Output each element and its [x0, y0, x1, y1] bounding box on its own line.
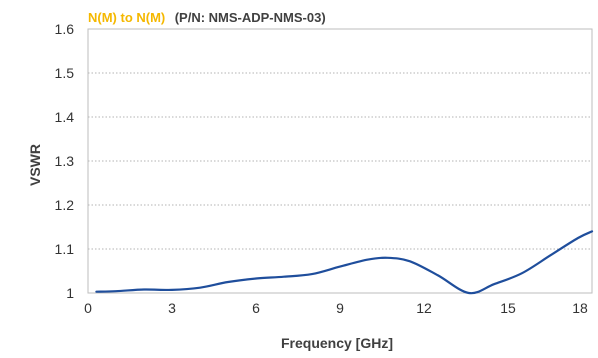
y-tick-label: 1.5: [55, 65, 75, 81]
plot-area: [87, 28, 593, 294]
x-tick-label: 9: [336, 300, 344, 316]
chart-title-part-number: (P/N: NMS-ADP-NMS-03): [175, 10, 326, 25]
vswr-series-line: [95, 230, 594, 295]
y-tick-label: 1.3: [55, 153, 75, 169]
chart-title-connector: N(M) to N(M): [88, 10, 165, 25]
x-tick-label: 15: [500, 300, 516, 316]
grid-lines: [88, 72, 592, 250]
x-tick-label: 6: [252, 300, 260, 316]
y-axis-ticks: 1 1.1 1.2 1.3 1.4 1.5 1.6: [55, 21, 75, 301]
y-axis-label: VSWR: [27, 144, 43, 186]
y-tick-label: 1.2: [55, 197, 75, 213]
x-axis-label: Frequency [GHz]: [281, 335, 393, 351]
y-tick-label: 1.6: [55, 21, 75, 37]
x-tick-label: 0: [84, 300, 92, 316]
x-tick-label: 18: [572, 300, 588, 316]
chart-title: N(M) to N(M) (P/N: NMS-ADP-NMS-03): [88, 9, 326, 26]
y-tick-label: 1: [66, 285, 74, 301]
y-tick-label: 1.4: [55, 109, 75, 125]
x-axis-ticks: 0 3 6 9 12 15 18: [84, 300, 588, 316]
x-tick-label: 12: [416, 300, 432, 316]
y-tick-label: 1.1: [55, 241, 75, 257]
x-tick-label: 3: [168, 300, 176, 316]
